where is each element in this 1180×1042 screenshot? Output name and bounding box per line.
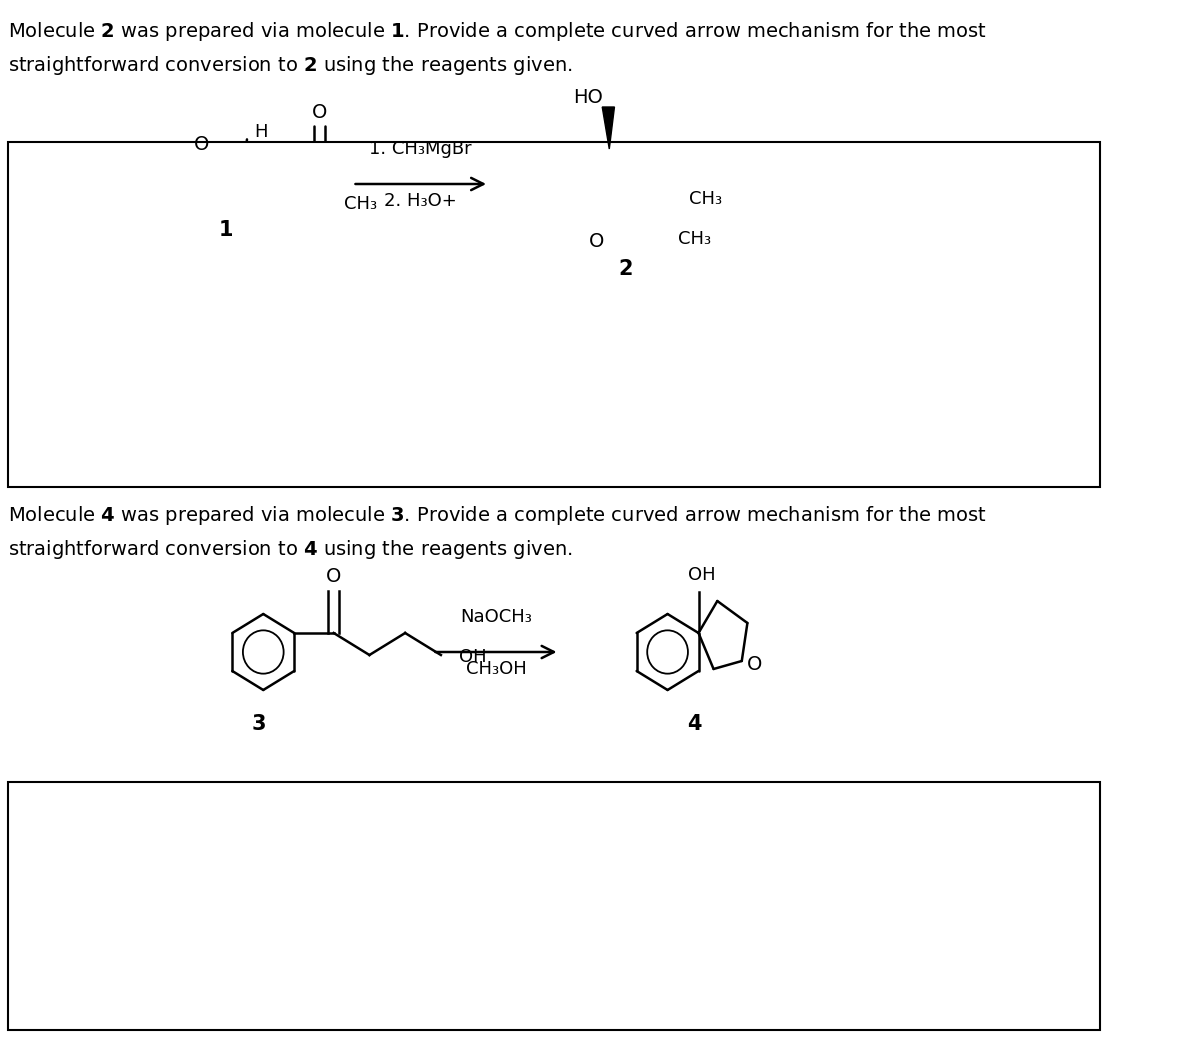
Text: 2: 2	[618, 259, 632, 279]
Text: H: H	[255, 123, 268, 141]
Text: 1: 1	[218, 220, 232, 240]
Bar	[7, 782, 1100, 1029]
Text: 4: 4	[687, 714, 701, 734]
Text: O: O	[326, 568, 341, 587]
Text: CH₃OH: CH₃OH	[466, 660, 526, 678]
Text: 1. CH₃MgBr: 1. CH₃MgBr	[369, 140, 472, 158]
Text: OH: OH	[688, 566, 716, 584]
Bar	[7, 142, 1100, 487]
Text: 3: 3	[251, 714, 266, 734]
Text: O: O	[194, 134, 209, 153]
Text: 2. H₃O+: 2. H₃O+	[385, 192, 457, 210]
Text: O: O	[312, 103, 327, 123]
Text: straightforward conversion to $\mathbf{4}$ using the reagents given.: straightforward conversion to $\mathbf{4…	[7, 538, 572, 561]
Text: HO: HO	[572, 88, 603, 106]
Text: NaOCH₃: NaOCH₃	[460, 607, 532, 626]
Text: CH₃: CH₃	[689, 190, 722, 208]
Text: Molecule $\mathbf{2}$ was prepared via molecule $\mathbf{1}$. Provide a complete: Molecule $\mathbf{2}$ was prepared via m…	[7, 20, 986, 43]
Text: O: O	[589, 231, 604, 250]
Text: O: O	[747, 655, 762, 674]
Text: CH₃: CH₃	[678, 230, 712, 248]
Polygon shape	[602, 107, 615, 149]
Text: CH₃: CH₃	[343, 195, 376, 213]
Text: Molecule $\mathbf{4}$ was prepared via molecule $\mathbf{3}$. Provide a complete: Molecule $\mathbf{4}$ was prepared via m…	[7, 504, 986, 527]
Text: straightforward conversion to $\mathbf{2}$ using the reagents given.: straightforward conversion to $\mathbf{2…	[7, 54, 572, 77]
Text: OH: OH	[459, 648, 486, 666]
